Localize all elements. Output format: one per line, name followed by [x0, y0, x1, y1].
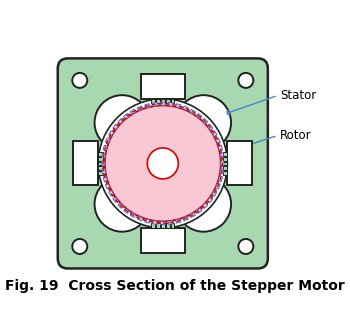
Circle shape	[238, 239, 253, 254]
Circle shape	[105, 105, 221, 221]
Polygon shape	[220, 153, 224, 158]
Polygon shape	[98, 152, 103, 156]
Text: Stator: Stator	[280, 89, 316, 102]
Text: Fig. 19  Cross Section of the Stepper Motor: Fig. 19 Cross Section of the Stepper Mot…	[5, 280, 345, 293]
Polygon shape	[221, 161, 224, 166]
Polygon shape	[170, 224, 174, 228]
Polygon shape	[190, 109, 196, 114]
Polygon shape	[218, 176, 223, 182]
Polygon shape	[223, 171, 228, 175]
Polygon shape	[166, 99, 169, 103]
Polygon shape	[183, 216, 188, 221]
Polygon shape	[170, 99, 174, 103]
Polygon shape	[124, 113, 129, 119]
Polygon shape	[98, 157, 103, 161]
Circle shape	[98, 99, 228, 228]
Polygon shape	[168, 102, 173, 106]
Polygon shape	[130, 213, 136, 218]
Polygon shape	[183, 106, 188, 111]
Circle shape	[238, 73, 253, 88]
Polygon shape	[102, 153, 106, 158]
Polygon shape	[98, 166, 103, 170]
Circle shape	[147, 148, 178, 179]
Polygon shape	[216, 138, 220, 143]
Polygon shape	[103, 145, 107, 150]
FancyBboxPatch shape	[58, 58, 268, 268]
Polygon shape	[161, 99, 165, 103]
Polygon shape	[156, 224, 160, 228]
Ellipse shape	[176, 95, 231, 150]
Polygon shape	[102, 169, 106, 174]
Polygon shape	[190, 213, 196, 218]
Polygon shape	[141, 228, 185, 253]
Polygon shape	[156, 99, 160, 103]
Polygon shape	[202, 203, 208, 208]
Text: Rotor: Rotor	[280, 129, 312, 142]
Polygon shape	[212, 190, 217, 196]
Polygon shape	[202, 119, 208, 124]
Polygon shape	[108, 190, 114, 196]
Polygon shape	[98, 171, 103, 175]
Polygon shape	[228, 141, 252, 186]
Polygon shape	[141, 74, 185, 99]
Polygon shape	[145, 219, 150, 223]
Ellipse shape	[178, 98, 229, 148]
Polygon shape	[223, 157, 228, 161]
Circle shape	[98, 99, 228, 228]
Polygon shape	[196, 208, 202, 214]
Polygon shape	[168, 221, 173, 224]
Polygon shape	[137, 106, 143, 111]
Polygon shape	[98, 162, 103, 165]
Polygon shape	[73, 141, 98, 186]
Polygon shape	[208, 124, 213, 130]
Polygon shape	[137, 216, 143, 221]
Ellipse shape	[176, 177, 231, 232]
Polygon shape	[208, 197, 213, 202]
Polygon shape	[118, 203, 124, 208]
Ellipse shape	[94, 177, 149, 232]
Polygon shape	[113, 124, 118, 130]
Ellipse shape	[94, 95, 149, 150]
Polygon shape	[153, 221, 158, 224]
Polygon shape	[220, 169, 224, 174]
Polygon shape	[151, 224, 155, 228]
Polygon shape	[160, 221, 165, 225]
Polygon shape	[108, 131, 114, 136]
Polygon shape	[124, 208, 129, 214]
Polygon shape	[105, 184, 110, 189]
Polygon shape	[223, 162, 228, 165]
Polygon shape	[160, 102, 165, 105]
Circle shape	[99, 100, 226, 227]
Polygon shape	[196, 113, 202, 119]
Polygon shape	[176, 219, 181, 223]
Polygon shape	[151, 99, 155, 103]
Polygon shape	[212, 131, 217, 136]
Polygon shape	[102, 161, 105, 166]
Ellipse shape	[97, 179, 147, 229]
Polygon shape	[145, 104, 150, 108]
Polygon shape	[176, 104, 181, 108]
Polygon shape	[105, 138, 110, 143]
Polygon shape	[216, 184, 220, 189]
Ellipse shape	[178, 179, 229, 229]
Polygon shape	[118, 119, 124, 124]
Polygon shape	[166, 224, 169, 228]
Polygon shape	[103, 176, 107, 182]
Circle shape	[72, 239, 87, 254]
Ellipse shape	[97, 98, 147, 148]
Polygon shape	[218, 145, 223, 150]
Polygon shape	[130, 109, 136, 114]
Polygon shape	[223, 152, 228, 156]
Polygon shape	[223, 166, 228, 170]
Polygon shape	[161, 224, 165, 228]
Polygon shape	[153, 102, 158, 106]
Circle shape	[72, 73, 87, 88]
Polygon shape	[113, 197, 118, 202]
